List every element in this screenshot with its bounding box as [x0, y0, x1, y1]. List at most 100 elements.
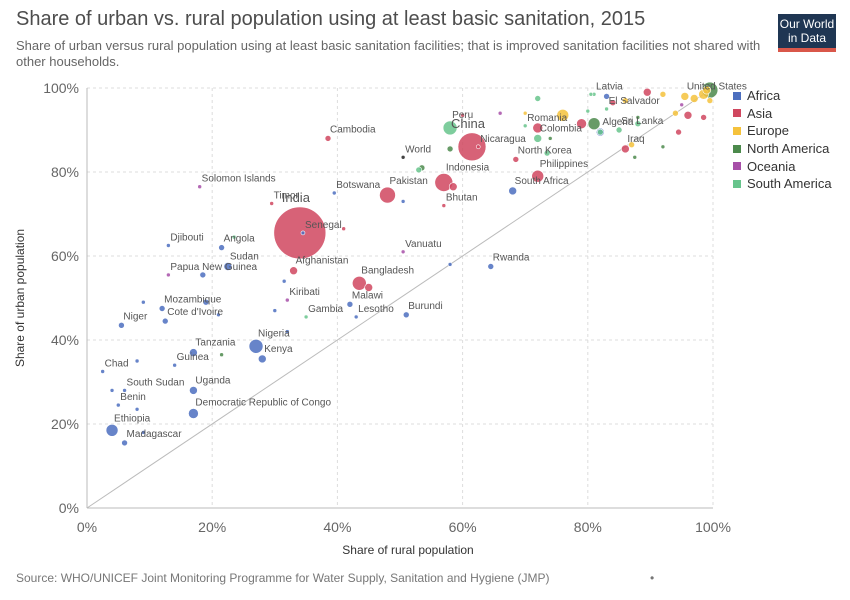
- data-point[interactable]: [632, 155, 638, 160]
- data-point[interactable]: [166, 272, 171, 278]
- data-point[interactable]: [621, 144, 630, 154]
- data-point[interactable]: [700, 114, 707, 121]
- data-point[interactable]: [615, 126, 623, 134]
- data-point[interactable]: [702, 85, 712, 95]
- data-point[interactable]: [141, 299, 146, 305]
- data-point[interactable]: [134, 358, 140, 364]
- data-point[interactable]: [189, 386, 198, 395]
- data-point[interactable]: [379, 186, 396, 204]
- data-point[interactable]: [219, 352, 224, 358]
- data-point[interactable]: [532, 122, 544, 134]
- data-point[interactable]: [158, 305, 166, 312]
- data-point[interactable]: [324, 135, 332, 142]
- data-point[interactable]: [475, 144, 481, 150]
- data-point[interactable]: [597, 128, 604, 136]
- data-point[interactable]: [121, 439, 128, 447]
- data-point[interactable]: [609, 99, 617, 106]
- data-point[interactable]: [400, 199, 406, 204]
- data-point[interactable]: [547, 136, 553, 141]
- data-point[interactable]: [289, 266, 298, 276]
- data-point[interactable]: [634, 120, 642, 127]
- data-point[interactable]: [341, 226, 346, 231]
- data-point[interactable]: [166, 243, 171, 248]
- data-point[interactable]: [364, 283, 374, 292]
- data-point[interactable]: [679, 102, 685, 108]
- data-point[interactable]: [141, 430, 146, 435]
- data-point[interactable]: [331, 190, 337, 196]
- data-point[interactable]: [531, 169, 545, 183]
- data-point[interactable]: [675, 128, 682, 136]
- data-point[interactable]: [603, 93, 610, 100]
- data-point[interactable]: [197, 184, 202, 189]
- data-point[interactable]: [285, 297, 290, 303]
- data-point[interactable]: [402, 311, 410, 319]
- data-point[interactable]: [487, 263, 495, 270]
- data-point[interactable]: [543, 149, 551, 157]
- owid-logo[interactable]: Our World in Data: [778, 14, 836, 52]
- data-point[interactable]: [522, 110, 528, 116]
- data-point[interactable]: [556, 109, 570, 122]
- data-point[interactable]: [448, 182, 458, 191]
- data-point[interactable]: [223, 262, 233, 271]
- data-point[interactable]: [100, 369, 105, 374]
- data-point[interactable]: [508, 186, 517, 196]
- data-point[interactable]: [188, 408, 199, 419]
- data-point[interactable]: [346, 300, 354, 308]
- data-point[interactable]: [218, 244, 225, 251]
- data-point[interactable]: [202, 298, 210, 306]
- data-point[interactable]: [400, 249, 406, 255]
- data-point[interactable]: [172, 362, 177, 368]
- data-point[interactable]: [659, 91, 667, 98]
- data-point[interactable]: [447, 262, 453, 267]
- data-point[interactable]: [457, 132, 487, 162]
- data-point[interactable]: [588, 92, 594, 97]
- data-point[interactable]: [635, 115, 641, 120]
- data-point[interactable]: [660, 144, 666, 150]
- data-point[interactable]: [534, 95, 542, 102]
- data-point[interactable]: [122, 388, 127, 393]
- data-point[interactable]: [522, 123, 528, 129]
- data-point[interactable]: [248, 338, 264, 354]
- data-point[interactable]: [442, 120, 458, 136]
- data-point[interactable]: [604, 106, 609, 112]
- data-point[interactable]: [628, 141, 635, 148]
- data-point[interactable]: [352, 275, 367, 291]
- data-point[interactable]: [281, 278, 287, 284]
- data-point[interactable]: [706, 97, 714, 104]
- data-point[interactable]: [300, 230, 306, 236]
- data-point[interactable]: [672, 109, 679, 117]
- data-point[interactable]: [303, 314, 309, 320]
- data-point[interactable]: [161, 317, 169, 325]
- legend-item[interactable]: Africa: [733, 87, 832, 105]
- data-point[interactable]: [576, 118, 587, 129]
- data-point[interactable]: [497, 110, 503, 116]
- data-point[interactable]: [460, 113, 465, 118]
- data-point[interactable]: [400, 155, 406, 160]
- data-point[interactable]: [353, 314, 359, 320]
- data-point[interactable]: [683, 111, 693, 120]
- data-point[interactable]: [216, 312, 221, 318]
- data-point[interactable]: [533, 134, 543, 143]
- data-point[interactable]: [285, 329, 290, 334]
- data-point[interactable]: [116, 402, 121, 408]
- data-point[interactable]: [134, 406, 140, 412]
- data-point[interactable]: [272, 308, 278, 313]
- legend-item[interactable]: Asia: [733, 105, 832, 123]
- data-point[interactable]: [257, 354, 267, 364]
- data-point[interactable]: [441, 203, 447, 208]
- data-point[interactable]: [446, 145, 454, 153]
- data-point[interactable]: [199, 271, 207, 279]
- legend-item[interactable]: South America: [733, 175, 832, 193]
- data-point[interactable]: [105, 423, 119, 437]
- data-point[interactable]: [680, 92, 690, 101]
- data-point[interactable]: [273, 206, 327, 260]
- data-point[interactable]: [585, 108, 591, 114]
- legend-item[interactable]: North America: [733, 140, 832, 158]
- data-point[interactable]: [642, 87, 652, 97]
- data-point[interactable]: [622, 97, 629, 104]
- legend-item[interactable]: Europe: [733, 122, 832, 140]
- data-point[interactable]: [231, 234, 237, 240]
- data-point[interactable]: [689, 94, 699, 103]
- data-point[interactable]: [189, 348, 198, 357]
- data-point[interactable]: [109, 388, 115, 393]
